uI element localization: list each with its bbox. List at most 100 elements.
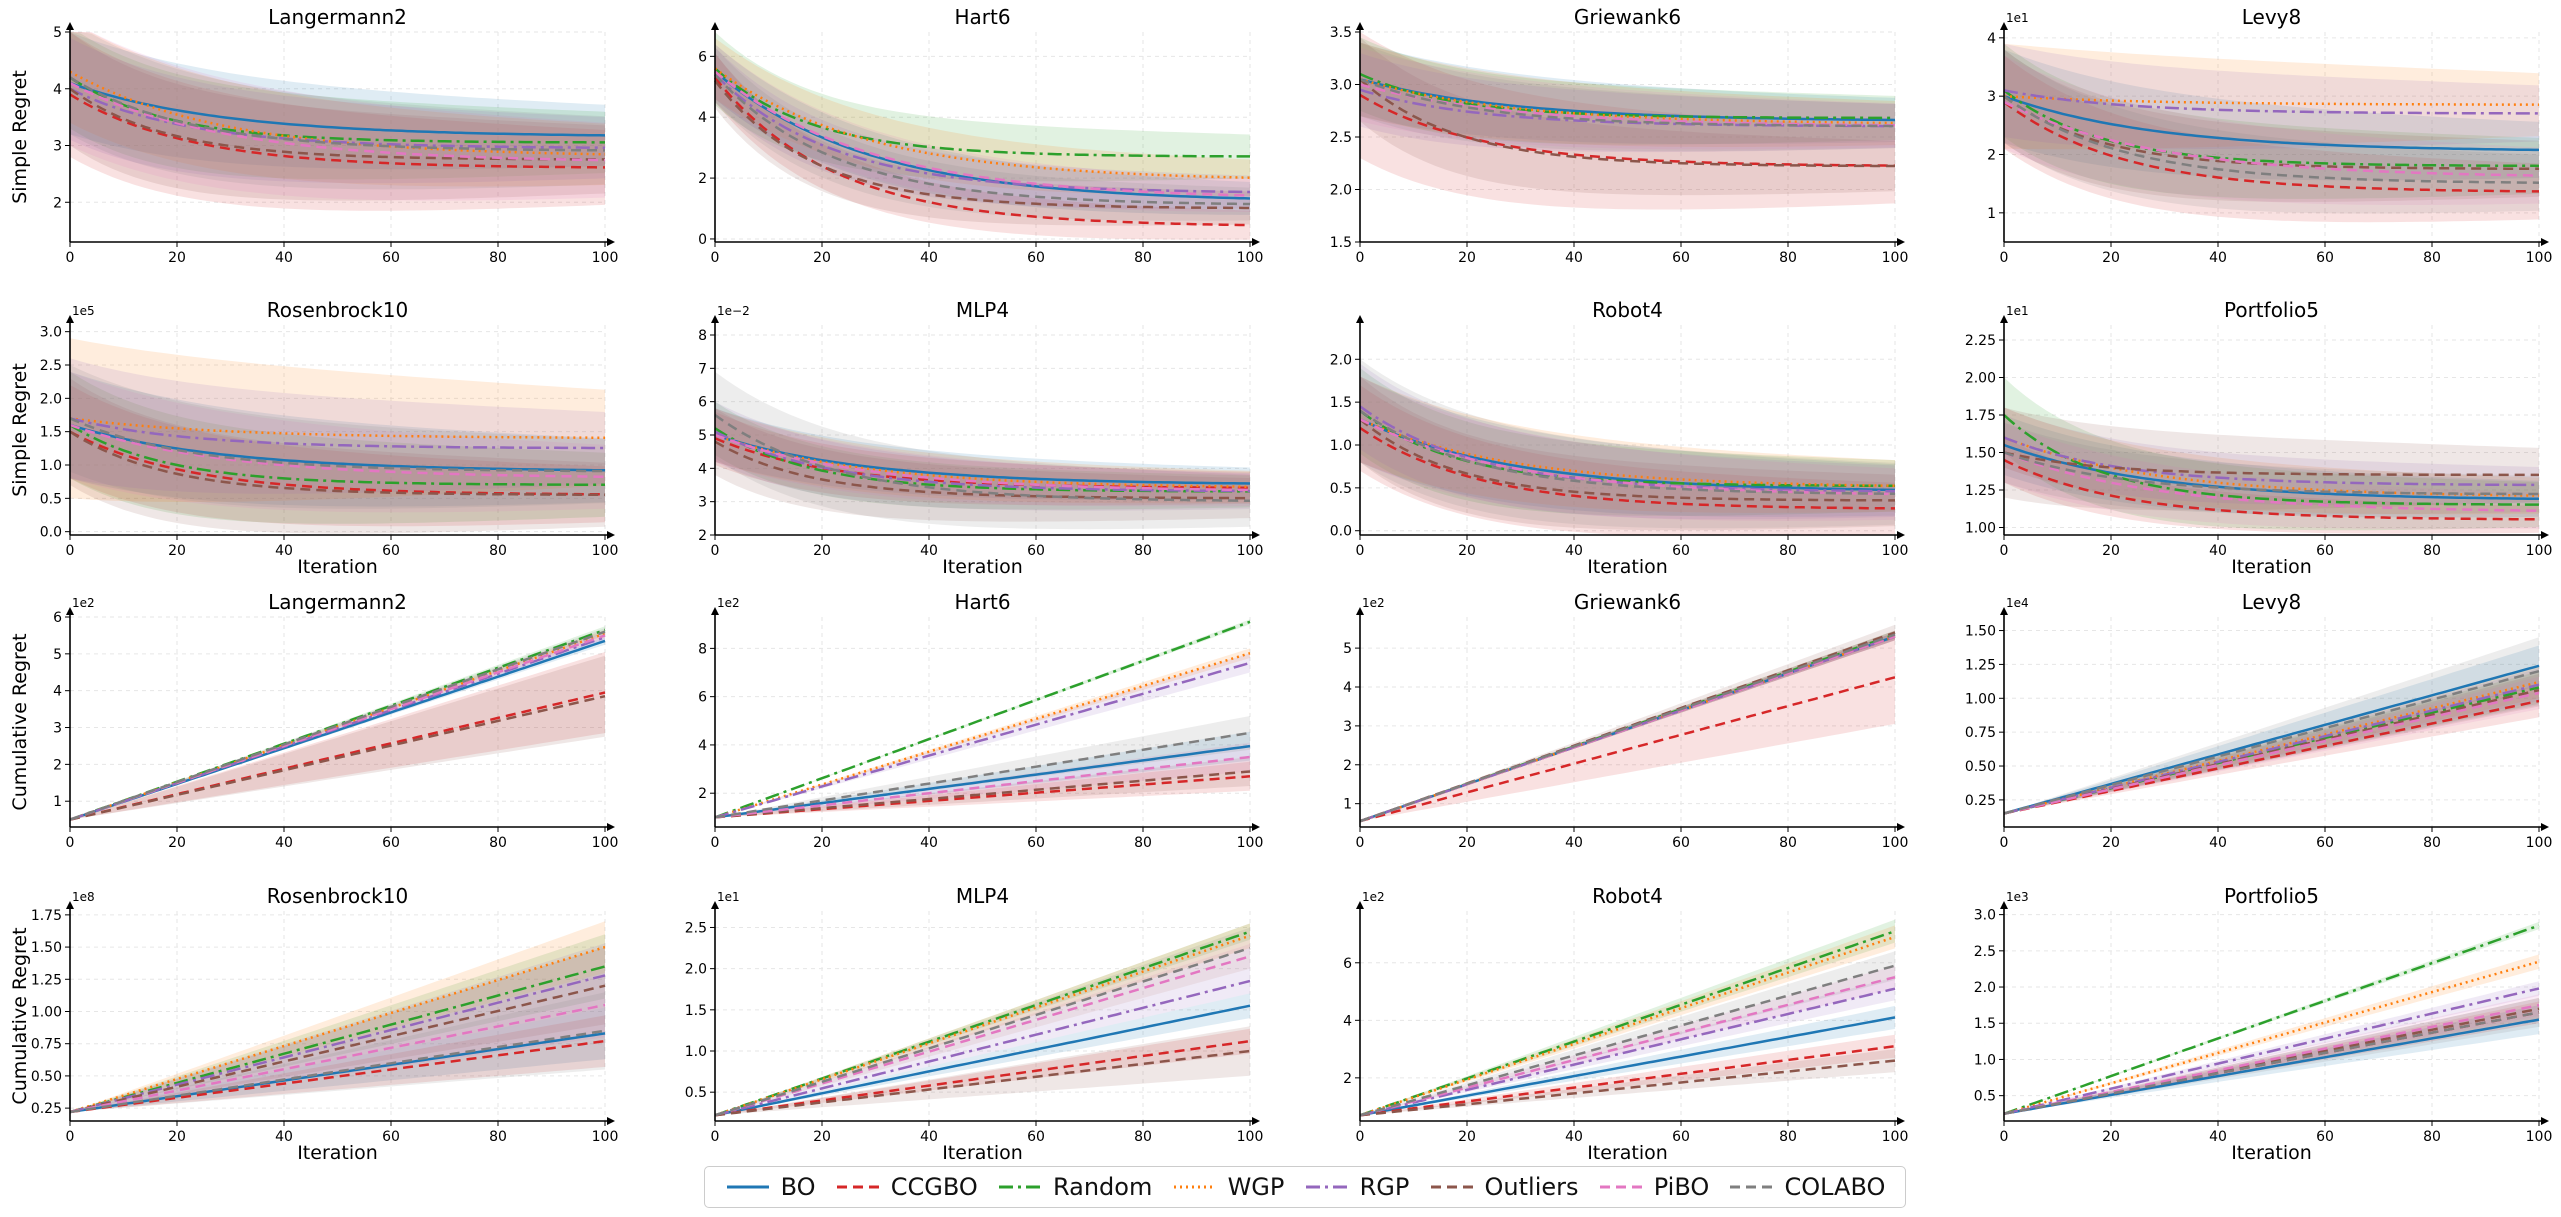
legend-item-outliers: Outliers (1429, 1173, 1579, 1201)
y-tick-label: 6 (698, 49, 707, 65)
x-axis-label: Iteration (2231, 1142, 2312, 1164)
subplot-mlp4-cumulative: 0 20 40 60 80 100 0.5 1.0 1.5 2.0 2.5 1e1 MLP4 Iterat… (685, 884, 1264, 1164)
y-axis-arrow (1356, 315, 1364, 323)
band-colabo (715, 371, 1250, 530)
series-line-pibo (69, 1003, 606, 1114)
axis-multiplier: 1e2 (72, 596, 95, 610)
y-tick-label: 2.0 (1330, 352, 1352, 368)
y-tick-label: 3.0 (1974, 908, 1996, 924)
subplot-langermann2-simple: 0 20 40 60 80 100 2 3 4 5 Langermann2 Simple Regret (9, 5, 618, 266)
x-tick-label: 40 (920, 1129, 938, 1145)
y-tick-label: 1.25 (1965, 483, 1996, 499)
legend-label: BO (780, 1173, 816, 1201)
series-line-rgp (714, 73, 1251, 194)
x-tick-label: 20 (813, 543, 831, 559)
x-tick-label: 60 (382, 250, 400, 266)
x-tick-label: 40 (1565, 1129, 1583, 1145)
band-pibo (2004, 55, 2539, 205)
series-line-outliers (1359, 418, 1895, 502)
axis-multiplier: 1e2 (1362, 596, 1385, 610)
subplot-robot4-simple: 0 20 40 60 80 100 0.0 0.5 1.0 1.5 2.0 Robot4 Iterati… (1330, 298, 1909, 578)
series-line-ccgbo (1359, 426, 1896, 510)
y-axis-arrow (711, 22, 719, 30)
y-tick-label: 1 (1987, 206, 1996, 222)
band-pibo (70, 972, 605, 1112)
band-random (715, 32, 1250, 182)
x-tick-label: 20 (168, 543, 186, 559)
y-tick-label: 2.0 (1974, 980, 1996, 996)
band-outliers (2004, 997, 2539, 1114)
x-tick-label: 80 (1779, 1129, 1797, 1145)
legend-swatch (998, 1185, 1041, 1189)
subplot-title: Levy8 (2242, 5, 2302, 29)
y-tick-label: 0.0 (40, 525, 62, 541)
x-tick-label: 40 (920, 835, 938, 851)
band-rgp (2004, 43, 2539, 150)
x-tick-label: 80 (1134, 1129, 1152, 1145)
x-tick-label: 100 (592, 250, 619, 266)
x-tick-label: 80 (1779, 543, 1797, 559)
x-tick-label: 0 (2000, 543, 2009, 559)
x-tick-label: 80 (1779, 835, 1797, 851)
x-tick-label: 60 (382, 543, 400, 559)
series-line-random (2003, 924, 2540, 1115)
y-tick-label: 4 (53, 82, 62, 98)
series-line-pibo (714, 755, 1251, 819)
band-outliers (715, 1026, 1250, 1116)
band-colabo (2004, 49, 2539, 214)
x-tick-label: 0 (66, 1129, 75, 1145)
series-line-ccgbo (714, 1039, 1251, 1117)
x-tick-label: 80 (489, 1129, 507, 1145)
series-line-pibo (2003, 100, 2539, 177)
y-tick-label: 4 (53, 684, 62, 700)
x-tick-label: 0 (66, 543, 75, 559)
subplot-mlp4-simple: 0 20 40 60 80 100 2 3 4 5 6 7 8 1e−2 MLP4 Iteration (698, 298, 1263, 578)
y-tick-label: 0.25 (1965, 793, 1996, 809)
series-line-outliers (2003, 1007, 2540, 1116)
y-axis-arrow (2000, 315, 2008, 323)
band-wgp (70, 338, 605, 502)
subplot-hart6-simple: 0 20 40 60 80 100 0 2 4 6 Hart6 (698, 5, 1263, 266)
band-rgp (715, 47, 1250, 209)
band-pibo (70, 371, 605, 513)
y-axis-arrow (1356, 607, 1364, 615)
x-tick-label: 60 (1672, 250, 1690, 266)
axis-multiplier: 1e1 (2006, 11, 2029, 25)
subplot-title: MLP4 (956, 884, 1009, 908)
y-tick-label: 1.5 (1330, 235, 1352, 251)
y-tick-label: 3.0 (1330, 78, 1352, 94)
x-tick-label: 40 (275, 1129, 293, 1145)
x-tick-label: 0 (2000, 250, 2009, 266)
x-tick-label: 0 (711, 1129, 720, 1145)
x-tick-label: 100 (592, 1129, 619, 1145)
band-outliers (715, 53, 1250, 226)
x-axis-arrow (607, 238, 615, 246)
y-tick-label: 2.00 (1965, 371, 1996, 387)
y-tick-label: 1.0 (40, 458, 62, 474)
subplot-title: Hart6 (954, 590, 1010, 614)
x-tick-label: 20 (2102, 1129, 2120, 1145)
series-line-rgp (714, 661, 1251, 819)
band-colabo (2004, 637, 2539, 814)
y-tick-label: 2.5 (1330, 130, 1352, 146)
series-line-rgp (1359, 987, 1896, 1117)
series-line-random (69, 965, 606, 1114)
series-line-colabo (714, 731, 1251, 819)
y-tick-label: 2 (1987, 148, 1996, 164)
axis-multiplier: 1e4 (2006, 596, 2029, 610)
x-tick-label: 40 (2209, 835, 2227, 851)
band-rgp (1360, 53, 1895, 153)
y-tick-label: 6 (1343, 956, 1352, 972)
x-tick-label: 60 (1672, 835, 1690, 851)
x-axis-arrow (2541, 823, 2549, 831)
y-tick-label: 1.00 (1965, 521, 1996, 537)
subplot-rosenbrock10-cumulative: 0 20 40 60 80 100 0.25 0.50 0.75 1.00 1.25 1.50 1.75… (9, 884, 618, 1164)
y-tick-label: 2 (1343, 1071, 1352, 1087)
band-rgp (715, 653, 1250, 818)
x-tick-label: 60 (2316, 1129, 2334, 1145)
y-tick-label: 1.75 (31, 908, 62, 924)
series-line-rgp (69, 87, 605, 149)
band-colabo (70, 992, 605, 1112)
series-line-wgp (714, 433, 1250, 488)
series-line-colabo (2003, 1011, 2540, 1116)
